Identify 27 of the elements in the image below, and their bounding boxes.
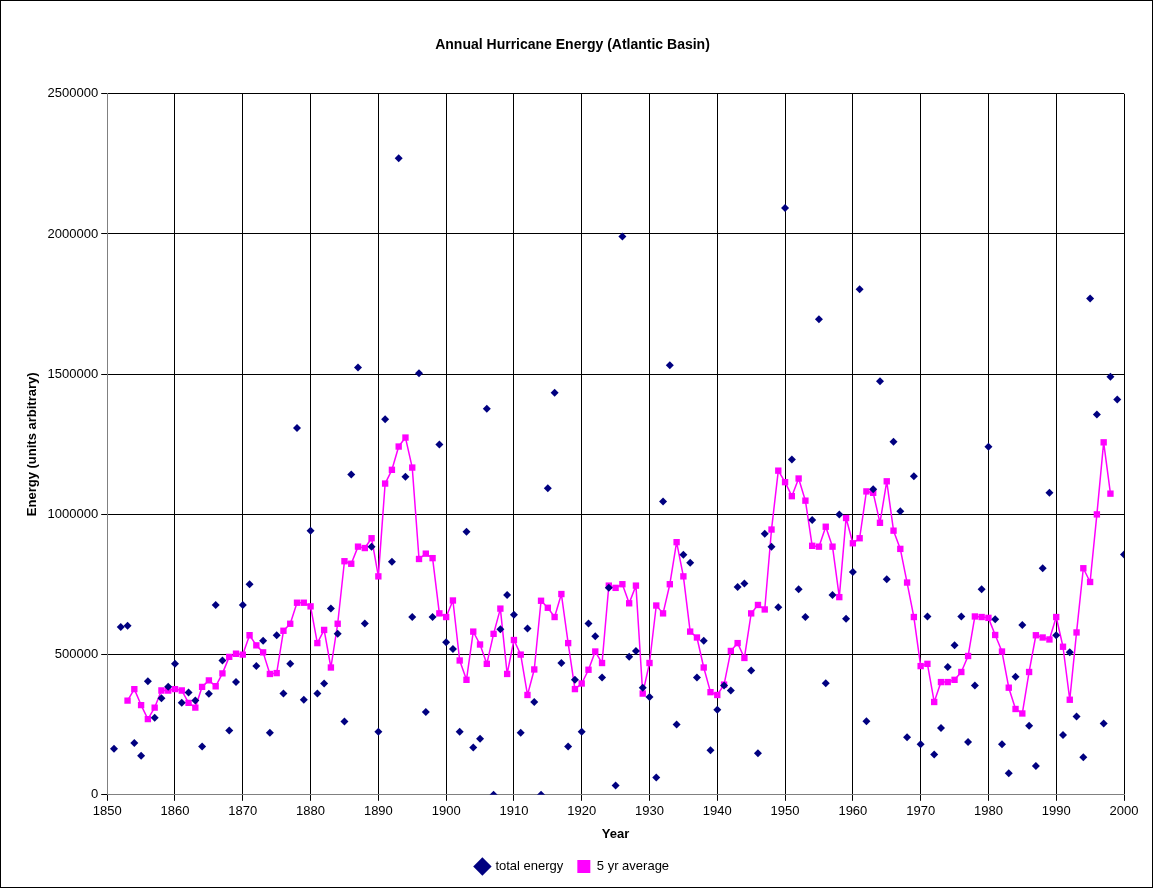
x-tick-label: 1940 (702, 803, 732, 819)
x-tick-label: 1920 (567, 803, 597, 819)
y-tick-label: 500000 (54, 646, 99, 662)
x-tick-label: 1910 (499, 803, 529, 819)
legend-label: total energy (495, 858, 564, 874)
chart-title: Annual Hurricane Energy (Atlantic Basin) (435, 36, 710, 53)
x-tick-label: 1890 (363, 803, 393, 819)
y-tick-label: 2000000 (47, 225, 99, 241)
x-tick-label: 1970 (906, 803, 936, 819)
y-tick-label: 1500000 (47, 365, 99, 381)
x-tick-label: 1950 (770, 803, 800, 819)
x-axis-title: Year (601, 825, 630, 841)
x-tick-label: 1900 (431, 803, 461, 819)
x-tick-label: 1870 (228, 803, 258, 819)
legend-label: 5 yr average (596, 858, 670, 874)
x-tick-label: 1850 (92, 803, 122, 819)
x-tick-label: 2000 (1109, 803, 1139, 819)
y-tick-label: 0 (90, 786, 99, 802)
x-tick-label: 1930 (635, 803, 664, 819)
x-tick-label: 1860 (160, 803, 190, 819)
x-tick-label: 1960 (838, 803, 868, 819)
x-tick-label: 1980 (973, 803, 1003, 819)
x-tick-label: 1880 (296, 803, 326, 819)
y-tick-label: 2500000 (47, 85, 99, 101)
y-tick-label: 1000000 (47, 505, 99, 521)
x-tick-label: 1990 (1041, 803, 1071, 819)
y-axis-title: Energy (units arbitrary) (24, 372, 40, 517)
